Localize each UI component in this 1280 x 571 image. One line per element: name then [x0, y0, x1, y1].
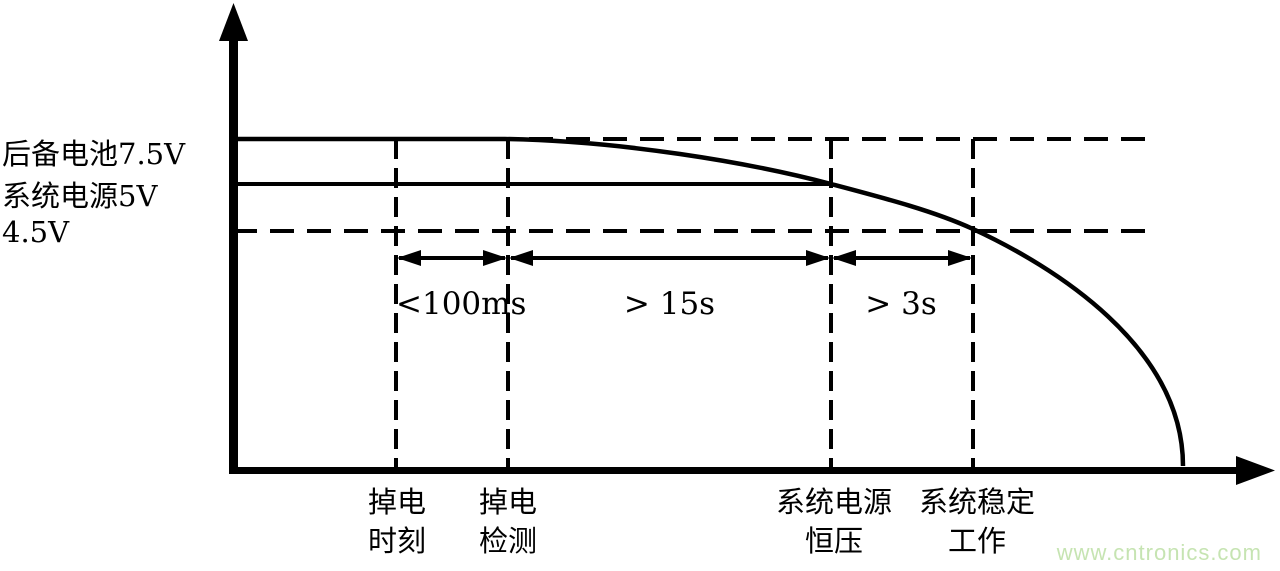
- y-axis: [229, 34, 238, 474]
- event-label-line: 时刻: [367, 524, 426, 558]
- event-label-line: 掉电: [367, 485, 426, 519]
- event-label-constant-voltage: 系统电源 恒压: [744, 483, 924, 561]
- event-label-line: 掉电: [478, 485, 537, 519]
- event-label-line: 恒压: [804, 524, 863, 558]
- event-label-power-down-moment: 掉电 时刻: [332, 483, 462, 561]
- arrowhead-right-icon: [806, 250, 830, 266]
- y-label-4v5: 4.5V: [2, 215, 70, 249]
- arrowhead-right-icon: [948, 250, 972, 266]
- event-label-line: 工作: [947, 524, 1006, 558]
- event-label-line: 检测: [478, 524, 537, 558]
- interval-label-100ms: <100ms: [396, 286, 527, 322]
- event-label-line: 系统稳定: [918, 485, 1035, 519]
- arrowhead-left-icon: [397, 250, 421, 266]
- interval-label-3s: > 3s: [865, 286, 937, 322]
- x-axis: [229, 467, 1239, 474]
- arrowhead-left-icon: [509, 250, 533, 266]
- event-label-line: 系统电源: [775, 485, 892, 519]
- y-label-system-power-5v: 系统电源5V: [2, 179, 158, 213]
- x-axis-arrowhead-icon: [1236, 456, 1275, 485]
- interval-label-15s: > 15s: [623, 286, 716, 322]
- event-label-stable-operation: 系统稳定 工作: [887, 483, 1067, 561]
- battery-discharge-curve: [233, 136, 1186, 467]
- arrowhead-right-icon: [483, 250, 507, 266]
- watermark: www.cntronics.com: [1056, 540, 1262, 565]
- event-label-power-down-detect: 掉电 检测: [443, 483, 573, 561]
- arrowhead-left-icon: [832, 250, 856, 266]
- y-label-backup-battery-7v5: 后备电池7.5V: [2, 137, 186, 171]
- y-axis-arrowhead-icon: [219, 3, 248, 41]
